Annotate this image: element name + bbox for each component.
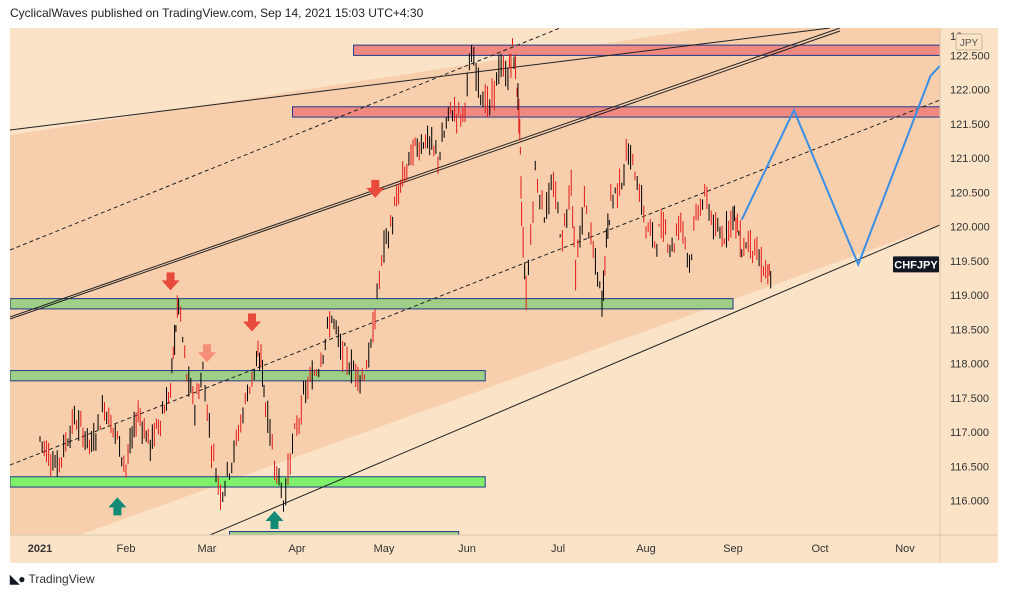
arrow-up-icon (108, 497, 127, 516)
y-tick-label: 120.500 (950, 187, 990, 199)
y-axis-background[interactable] (940, 28, 998, 535)
channel-lower-line (209, 224, 940, 535)
support-zone (10, 476, 486, 488)
support-zone (10, 370, 486, 382)
x-tick-label: Mar (198, 543, 217, 555)
footer: ◣● TradingView (10, 572, 95, 586)
y-tick-label: 119.000 (950, 290, 989, 302)
y-tick-label: 117.500 (950, 393, 989, 405)
y-tick-label: 116.000 (950, 496, 989, 508)
y-tick-label: 118.000 (950, 359, 989, 371)
y-tick-label: 121.000 (950, 153, 990, 165)
channel-upper-mid-line (10, 28, 561, 251)
channel-mid-line-b (10, 30, 841, 320)
x-tick-label: Sep (723, 543, 743, 555)
support-zone (10, 298, 734, 310)
x-tick-label: Jul (551, 543, 565, 555)
publisher-header: CyclicalWaves published on TradingView.c… (10, 6, 423, 20)
x-tick-label: 2021 (28, 543, 52, 555)
channel-lower-mid-line (10, 99, 940, 466)
x-axis-background (10, 535, 998, 563)
arrow-down-icon (161, 272, 180, 291)
resistance-zone (353, 44, 940, 56)
tradingview-logo-icon: ◣● (10, 572, 26, 586)
currency-badge: JPY (955, 33, 983, 51)
support-zone (229, 531, 460, 535)
resistance-zone (292, 106, 940, 118)
footer-brand[interactable]: TradingView (28, 572, 95, 586)
channel-upper-line (10, 28, 831, 131)
publisher-line: CyclicalWaves published on TradingView.c… (10, 6, 424, 20)
y-tick-label: 121.500 (950, 119, 990, 131)
symbol-label: CHFJPY (894, 259, 938, 271)
x-tick-label: Apr (288, 543, 305, 555)
y-tick-label: 117.000 (950, 427, 989, 439)
x-tick-label: Feb (117, 543, 136, 555)
x-tick-label: Jun (458, 543, 476, 555)
projection-path (740, 64, 940, 268)
y-tick-label: 122.500 (950, 50, 990, 62)
channel-mid-line-a (10, 28, 841, 318)
x-tick-label: Aug (636, 543, 656, 555)
x-tick-label: May (374, 543, 395, 555)
symbol-badge: CHFJPY (893, 256, 939, 273)
currency-label: JPY (960, 38, 979, 49)
y-tick-label: 119.500 (950, 256, 989, 268)
arrow-up-icon (265, 511, 284, 530)
arrow-down-icon (198, 344, 216, 363)
arrow-down-icon (366, 179, 385, 198)
x-tick-label: Nov (895, 543, 915, 555)
y-tick-label: 120.000 (950, 222, 990, 234)
x-tick-label: Oct (811, 543, 828, 555)
y-tick-label: 118.500 (950, 324, 989, 336)
y-tick-label: 116.500 (950, 461, 989, 473)
arrow-down-icon (243, 313, 261, 332)
y-tick-label: 122.000 (950, 85, 990, 97)
